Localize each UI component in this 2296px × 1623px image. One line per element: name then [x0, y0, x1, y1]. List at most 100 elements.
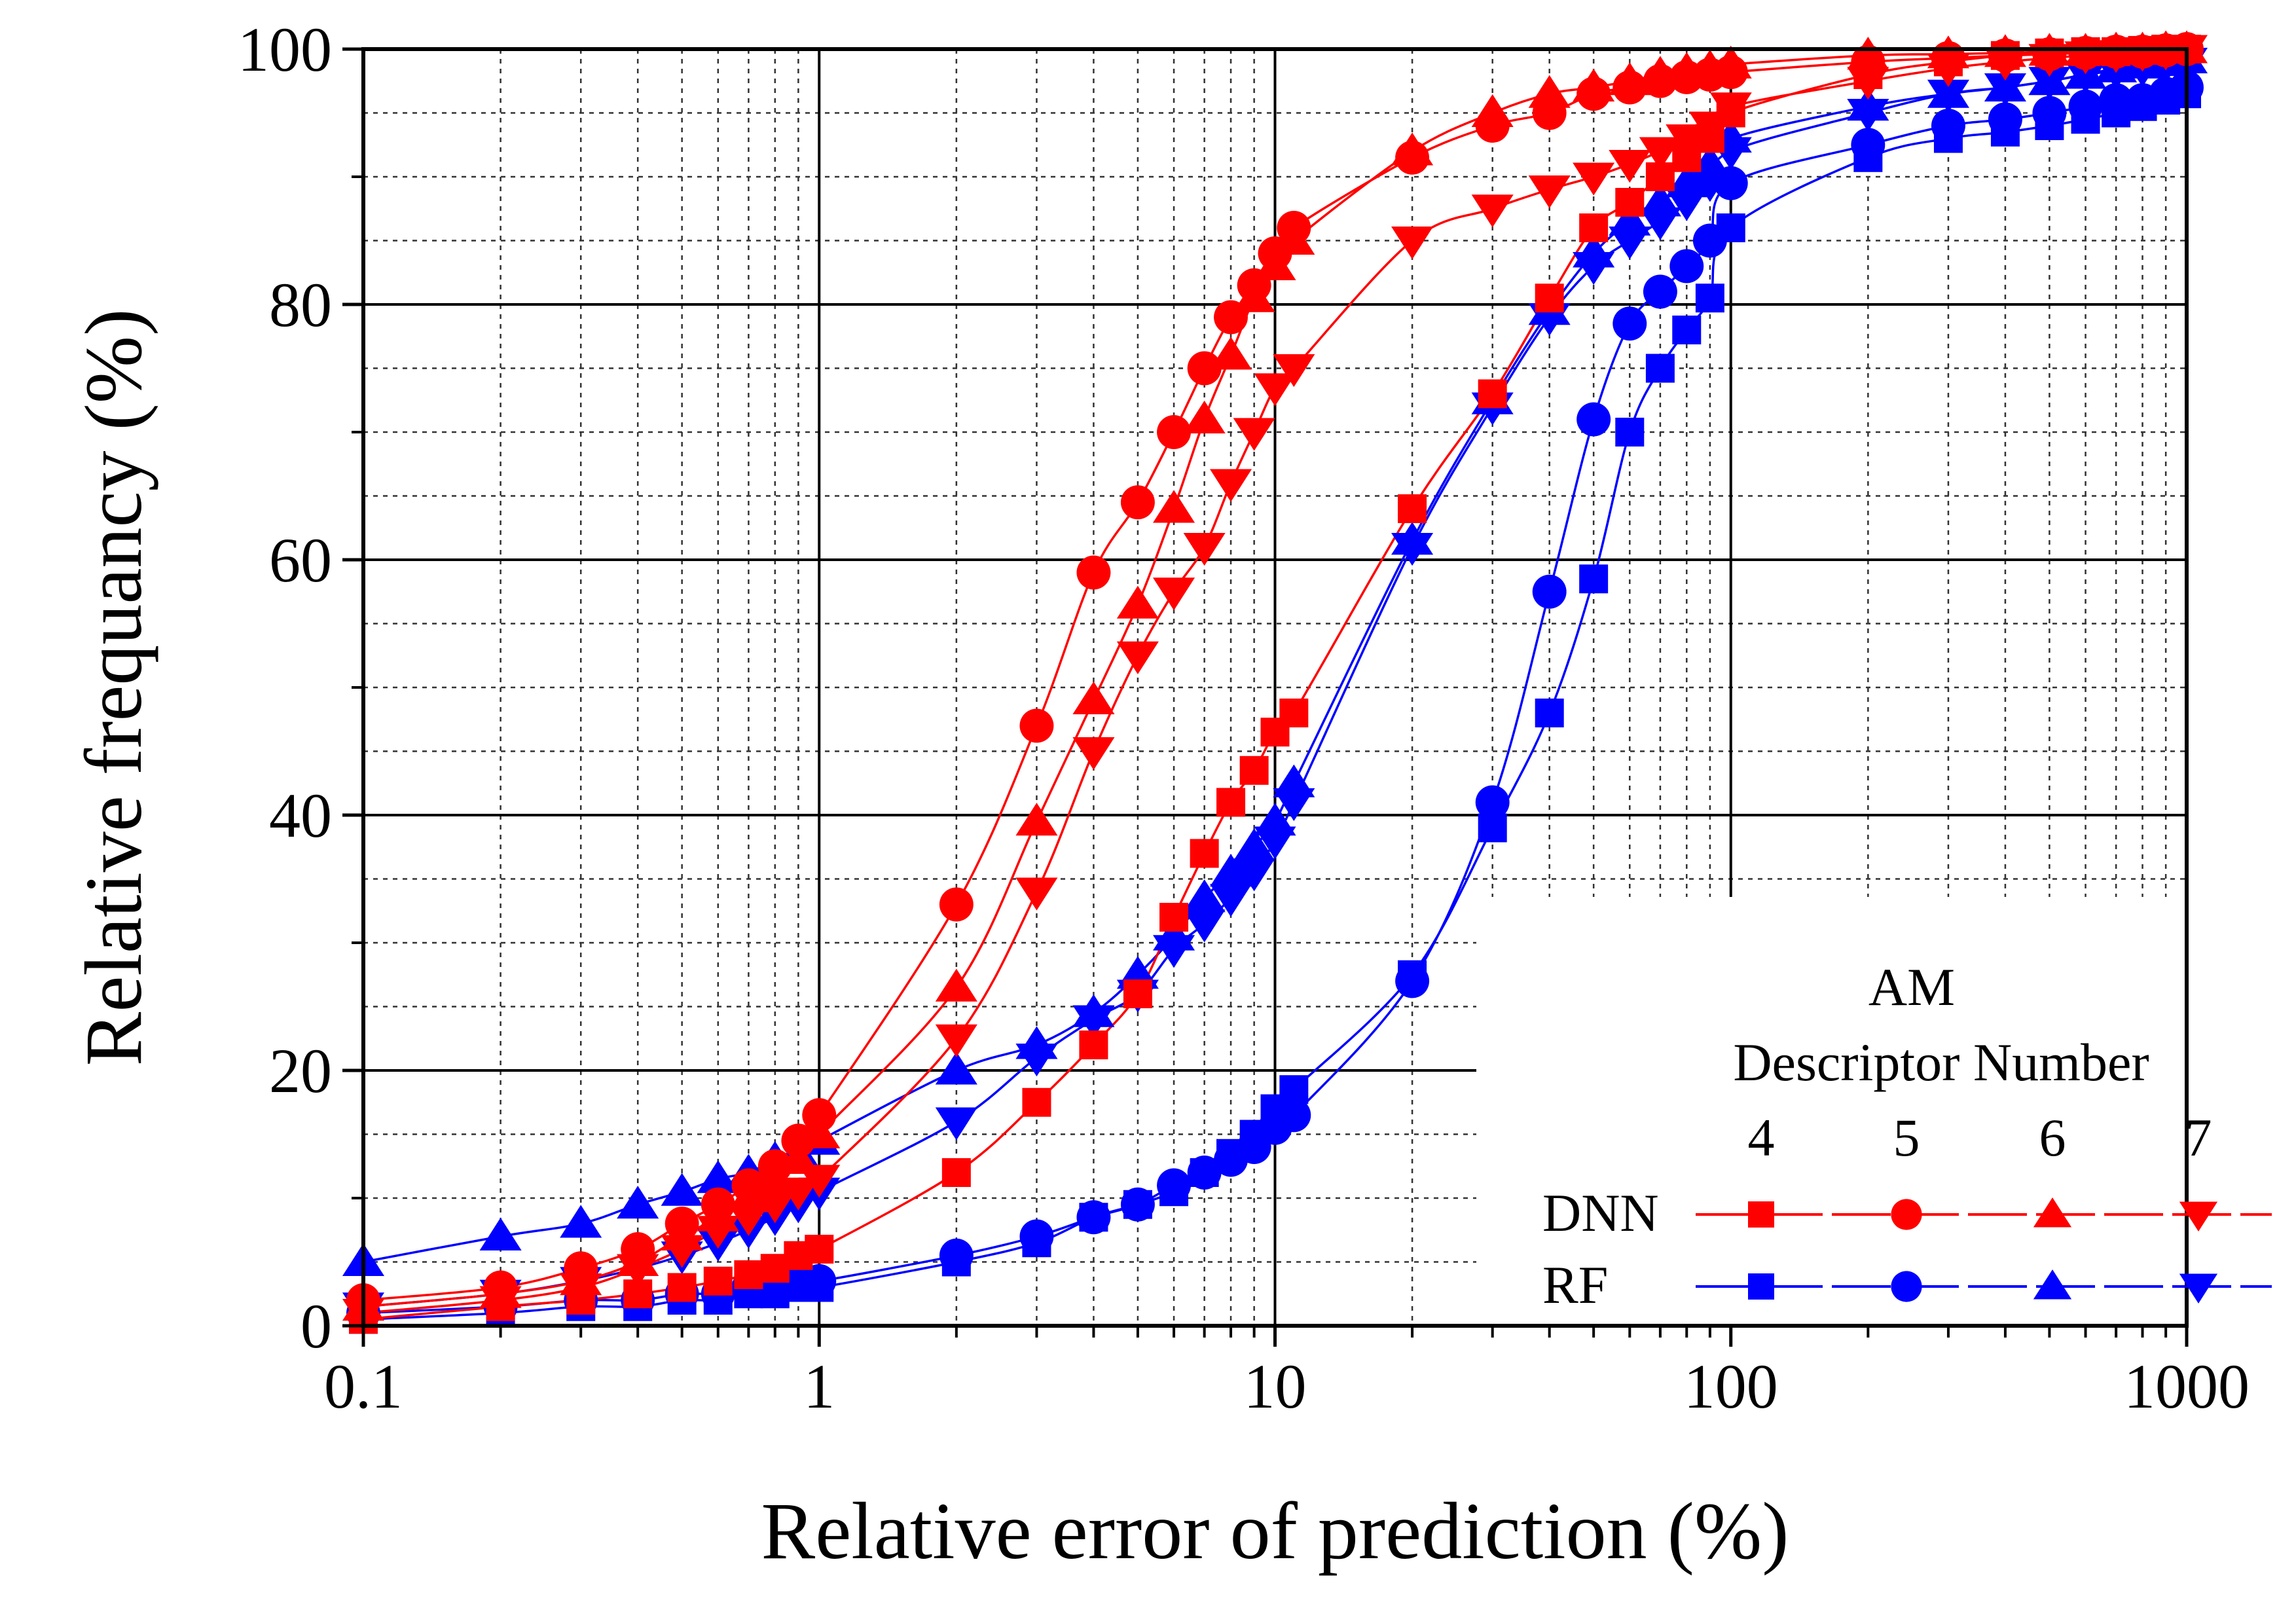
- marker-triangle-down: [1984, 48, 2026, 81]
- marker-triangle-down: [1015, 1044, 1058, 1077]
- marker-circle: [1931, 109, 1965, 143]
- marker-triangle-up: [1209, 337, 1252, 370]
- marker-triangle-down: [560, 1273, 602, 1307]
- marker-triangle-down: [1209, 469, 1252, 502]
- marker-triangle-down: [1688, 111, 1731, 145]
- marker-triangle-down: [1116, 641, 1159, 674]
- marker-circle: [939, 1238, 974, 1273]
- marker-triangle-down: [1573, 162, 1615, 196]
- marker-triangle-down: [1391, 227, 1434, 260]
- marker-triangle-down: [1609, 227, 1651, 260]
- marker-triangle-down: [1391, 533, 1434, 566]
- marker-triangle-up: [1709, 45, 1752, 79]
- marker-triangle-down: [1528, 175, 1571, 209]
- marker-triangle-down: [1273, 788, 1315, 822]
- marker-square: [1695, 283, 1724, 313]
- marker-triangle-down: [1015, 877, 1058, 911]
- marker-triangle-up: [1528, 75, 1571, 108]
- marker-circle: [802, 1098, 837, 1133]
- y-tick-label: 80: [269, 270, 332, 340]
- marker-triangle-down: [1847, 99, 1889, 132]
- marker-circle: [1475, 785, 1510, 820]
- marker-triangle-up: [1609, 62, 1651, 96]
- marker-triangle-down: [1273, 354, 1315, 388]
- marker-circle: [2032, 96, 2067, 130]
- marker-triangle-up: [1116, 585, 1159, 619]
- marker-triangle-down: [2179, 1273, 2218, 1304]
- marker-triangle-up: [2033, 1269, 2072, 1300]
- marker-triangle-down: [1573, 252, 1615, 285]
- marker-triangle-down: [1688, 169, 1731, 202]
- legend-subtitle: Descriptor Number: [1733, 1032, 2149, 1092]
- x-tick-label: 10: [1244, 1351, 1307, 1421]
- marker-triangle-up: [935, 1051, 977, 1085]
- marker-triangle-down: [798, 1165, 841, 1198]
- marker-triangle-down: [1927, 79, 1969, 113]
- marker-triangle-down: [2028, 67, 2071, 100]
- marker-triangle-down: [1471, 194, 1514, 228]
- legend-column-label: 4: [1748, 1108, 1775, 1167]
- marker-circle: [1187, 351, 1222, 386]
- marker-circle: [939, 887, 974, 922]
- marker-circle: [1395, 964, 1430, 998]
- marker-triangle-up: [617, 1186, 659, 1219]
- legend: AM Descriptor Number 4 5 6 7 DNN RF: [1542, 957, 2272, 1315]
- y-axis-title: Relative frequancy (%): [69, 309, 158, 1067]
- marker-triangle-down: [1927, 54, 1969, 87]
- legend-row-label: RF: [1542, 1255, 1608, 1315]
- marker-square: [1478, 379, 1507, 409]
- marker-triangle-down: [754, 1190, 796, 1224]
- legend-column-label: 7: [2185, 1108, 2212, 1167]
- x-tick-label: 1000: [2124, 1351, 2250, 1421]
- marker-circle: [2068, 89, 2103, 124]
- marker-circle: [1157, 415, 1191, 449]
- marker-triangle-up: [1254, 247, 1296, 280]
- data-markers: [342, 30, 2208, 1334]
- marker-circle: [1187, 1156, 1222, 1190]
- marker-triangle-up: [1233, 828, 1275, 862]
- marker-triangle-down: [1153, 935, 1195, 968]
- marker-triangle-down: [1847, 67, 1889, 100]
- marker-triangle-down: [777, 1177, 820, 1211]
- marker-triangle-up: [661, 1173, 703, 1206]
- marker-circle: [1120, 485, 1155, 520]
- marker-square: [1535, 283, 1564, 313]
- marker-triangle-up: [935, 968, 977, 1002]
- marker-square: [1579, 213, 1609, 242]
- marker-circle: [1076, 1200, 1111, 1235]
- marker-circle: [1692, 223, 1727, 258]
- marker-triangle-down: [935, 1107, 977, 1140]
- legend-symbols: [1696, 1197, 2272, 1304]
- marker-triangle-up: [1471, 94, 1514, 127]
- marker-circle: [1988, 102, 2022, 137]
- y-tick-label: 100: [238, 14, 332, 84]
- marker-square: [1615, 418, 1645, 447]
- axis-ticks: [342, 47, 2189, 1347]
- marker-triangle-down: [1984, 73, 2026, 107]
- marker-circle: [781, 1123, 816, 1158]
- marker-triangle-up: [1847, 37, 1889, 70]
- marker-triangle-down: [727, 1203, 770, 1236]
- marker-square: [667, 1273, 697, 1302]
- marker-square: [1748, 1201, 1774, 1228]
- marker-square: [1615, 188, 1645, 217]
- marker-triangle-up: [1072, 681, 1115, 714]
- marker-triangle-down: [1183, 533, 1226, 566]
- marker-triangle-up: [1573, 68, 1615, 101]
- marker-triangle-down: [661, 1235, 703, 1268]
- marker-square: [703, 1266, 733, 1296]
- marker-triangle-up: [1391, 132, 1434, 166]
- marker-square: [1535, 699, 1564, 727]
- marker-circle: [1120, 1187, 1155, 1222]
- marker-triangle-down: [1072, 1005, 1115, 1038]
- marker-triangle-down: [1254, 373, 1296, 407]
- marker-circle: [1643, 274, 1677, 309]
- x-tick-labels: 0.1 1 10 100 1000: [324, 1351, 2250, 1421]
- marker-circle: [1076, 555, 1111, 590]
- marker-square: [1672, 316, 1702, 344]
- x-axis-title: Relative error of prediction (%): [761, 1486, 1789, 1576]
- marker-triangle-up: [1183, 879, 1226, 913]
- marker-circle: [1019, 708, 1054, 743]
